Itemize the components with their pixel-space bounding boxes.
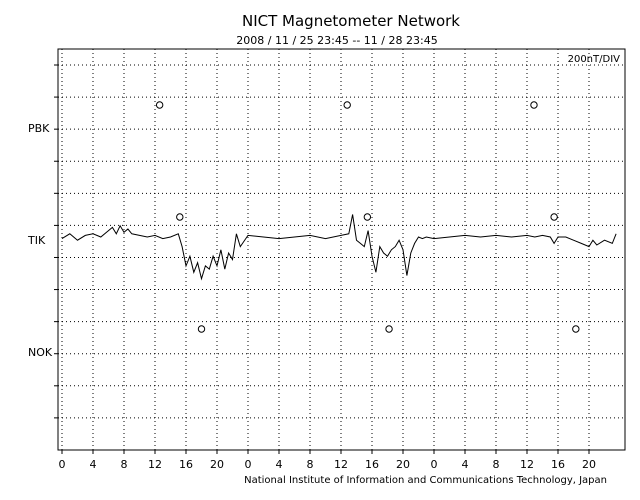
x-tick-label: 12 [334, 458, 348, 471]
station-marker [343, 101, 351, 109]
x-tick-label: 4 [90, 458, 97, 471]
chart-subtitle: 2008 / 11 / 25 23:45 -- 11 / 28 23:45 [236, 34, 437, 47]
x-tick-label: 16 [179, 458, 193, 471]
x-tick-label: 0 [431, 458, 438, 471]
x-axis: 0 4 8 12 16 20 0 4 8 12 16 20 0 4 8 12 16 20 [59, 450, 596, 471]
x-tick-label: 4 [462, 458, 469, 471]
station-marker [363, 213, 372, 221]
x-tick-label: 4 [276, 458, 283, 471]
grid [58, 49, 625, 450]
station-marker [155, 101, 164, 109]
station-marker [197, 325, 206, 333]
x-tick-label: 8 [307, 458, 314, 471]
chart-title: NICT Magnetometer Network [242, 12, 460, 30]
x-tick-label: 0 [245, 458, 252, 471]
x-tick-label: 20 [396, 458, 410, 471]
station-label: TIK [27, 234, 46, 247]
plot-frame [57, 48, 626, 451]
x-tick-label: 12 [148, 458, 162, 471]
footer-text: National Institute of Information and Co… [244, 475, 607, 486]
x-tick-label: 8 [121, 458, 128, 471]
station-marker [572, 325, 580, 333]
station-label: NOK [28, 346, 53, 359]
x-tick-label: 12 [520, 458, 534, 471]
scale-label: 200nT/DIV [568, 54, 621, 65]
x-tick-label: 16 [551, 458, 565, 471]
series-lines [61, 214, 617, 281]
x-tick-label: 20 [210, 458, 224, 471]
station-marker [530, 101, 538, 109]
series-line [61, 214, 617, 281]
station-marker [385, 325, 393, 333]
x-tick-label: 8 [493, 458, 500, 471]
station-marker [176, 213, 184, 221]
station-markers [155, 101, 580, 333]
station-marker [550, 213, 558, 221]
x-tick-label: 20 [582, 458, 596, 471]
x-tick-label: 0 [59, 458, 66, 471]
x-tick-label: 16 [365, 458, 379, 471]
y-axis-station-labels: PBK TIK NOK [27, 64, 58, 419]
station-label: PBK [28, 122, 50, 135]
